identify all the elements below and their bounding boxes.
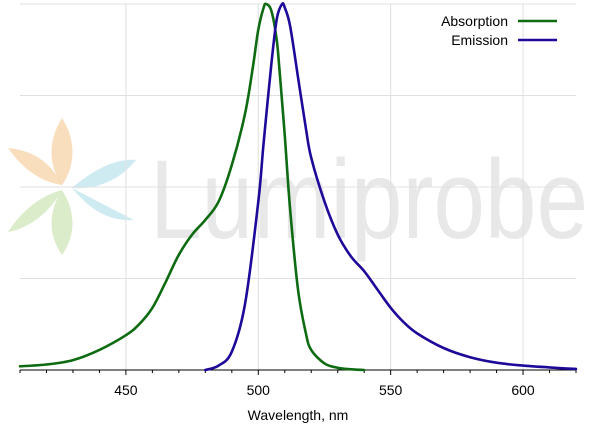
- x-tick-label-550: 550: [379, 382, 403, 398]
- x-tick-label-500: 500: [247, 382, 271, 398]
- x-tick-label-450: 450: [114, 382, 138, 398]
- series-line-emission: [204, 1, 578, 372]
- axes: 450 500 550 600: [19, 369, 577, 398]
- legend: Absorption Emission: [441, 13, 557, 48]
- legend-label-emission: Emission: [451, 32, 508, 48]
- lumiprobe-logo-icon: [8, 118, 136, 255]
- series-layer: [18, 1, 578, 372]
- lumiprobe-watermark: Lumiprobe: [8, 118, 588, 262]
- series-line-absorption: [18, 2, 366, 372]
- legend-label-absorption: Absorption: [441, 13, 508, 29]
- grid: [20, 3, 576, 370]
- x-axis-title: Wavelength, nm: [248, 407, 349, 423]
- watermark-text: Lumiprobe: [150, 137, 588, 262]
- x-tick-label-600: 600: [511, 382, 535, 398]
